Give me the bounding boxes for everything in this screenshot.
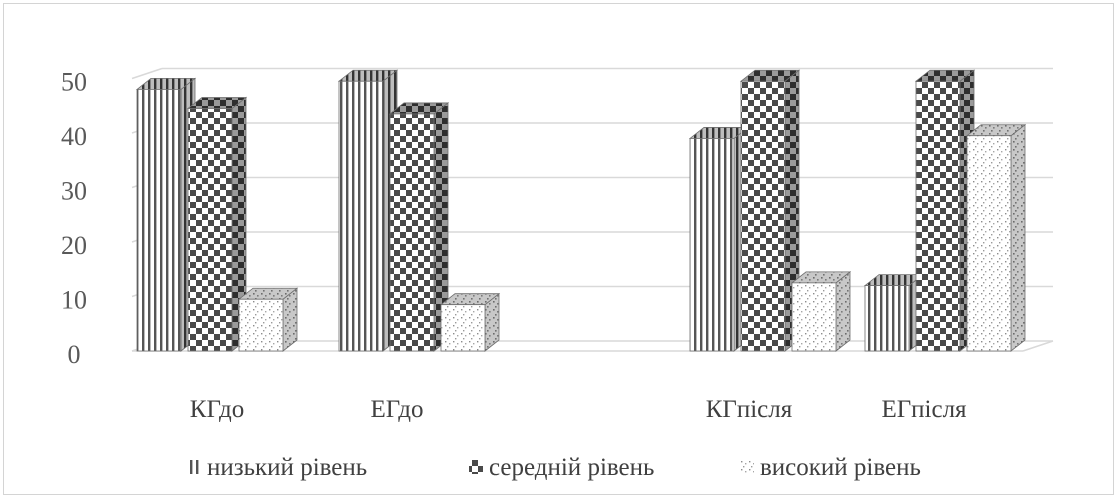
gridline-side	[131, 67, 163, 80]
bar-front	[689, 138, 735, 352]
category-label: ЕГпісля	[881, 396, 967, 423]
bars	[135, 69, 1027, 352]
chart-frame: 0 10 20 30 40 50 КГдо ЕГдо КГпісля ЕГпісля низьк…	[3, 3, 1114, 495]
legend-label: високий рівень	[760, 454, 921, 481]
bar	[337, 69, 399, 352]
bar	[790, 271, 852, 352]
bar	[439, 292, 501, 352]
category-label: КГпісля	[706, 396, 793, 423]
y-axis-ticks: 0 10 20 30 40 50	[61, 68, 87, 370]
bar	[965, 123, 1027, 352]
bar-front	[864, 285, 910, 352]
y-tick-label: 50	[61, 68, 87, 97]
bar-side	[1010, 123, 1026, 352]
category-label: КГдо	[190, 396, 244, 423]
bar-front	[136, 89, 182, 352]
y-tick-label: 40	[61, 122, 87, 151]
y-tick-label: 10	[61, 286, 87, 315]
bar	[135, 77, 197, 352]
legend-swatch	[740, 460, 754, 474]
legend-swatch	[469, 460, 483, 474]
bar-front	[915, 80, 961, 352]
y-tick-label: 20	[61, 231, 87, 260]
bar-front	[440, 304, 486, 352]
bar	[739, 69, 801, 352]
bar-front	[338, 80, 384, 352]
bar-front	[740, 80, 786, 352]
category-label: ЕГдо	[370, 396, 423, 423]
legend-label: середній рівень	[489, 454, 654, 481]
bar	[688, 126, 750, 352]
bar-side	[835, 271, 851, 352]
bar	[914, 69, 976, 352]
x-axis-categories: КГдо ЕГдо КГпісля ЕГпісля	[190, 396, 967, 423]
legend-label: низький рівень	[207, 454, 367, 481]
bar-front	[238, 298, 284, 352]
chart-svg: 0 10 20 30 40 50 КГдо ЕГдо КГпісля ЕГпісля низьк…	[61, 67, 1054, 481]
y-tick-label: 30	[61, 177, 87, 206]
legend-swatch	[187, 460, 201, 474]
bar	[863, 273, 925, 352]
bar-front	[187, 108, 233, 352]
bar	[388, 102, 450, 352]
y-tick-label: 0	[68, 340, 81, 369]
bar-front	[791, 282, 837, 352]
floor-edge-right	[1022, 340, 1054, 352]
legend: низький рівень середній рівень високий рів…	[187, 454, 921, 481]
bar	[186, 96, 248, 352]
bar-front	[389, 113, 435, 352]
bar-front	[966, 135, 1012, 352]
bar	[237, 287, 299, 352]
